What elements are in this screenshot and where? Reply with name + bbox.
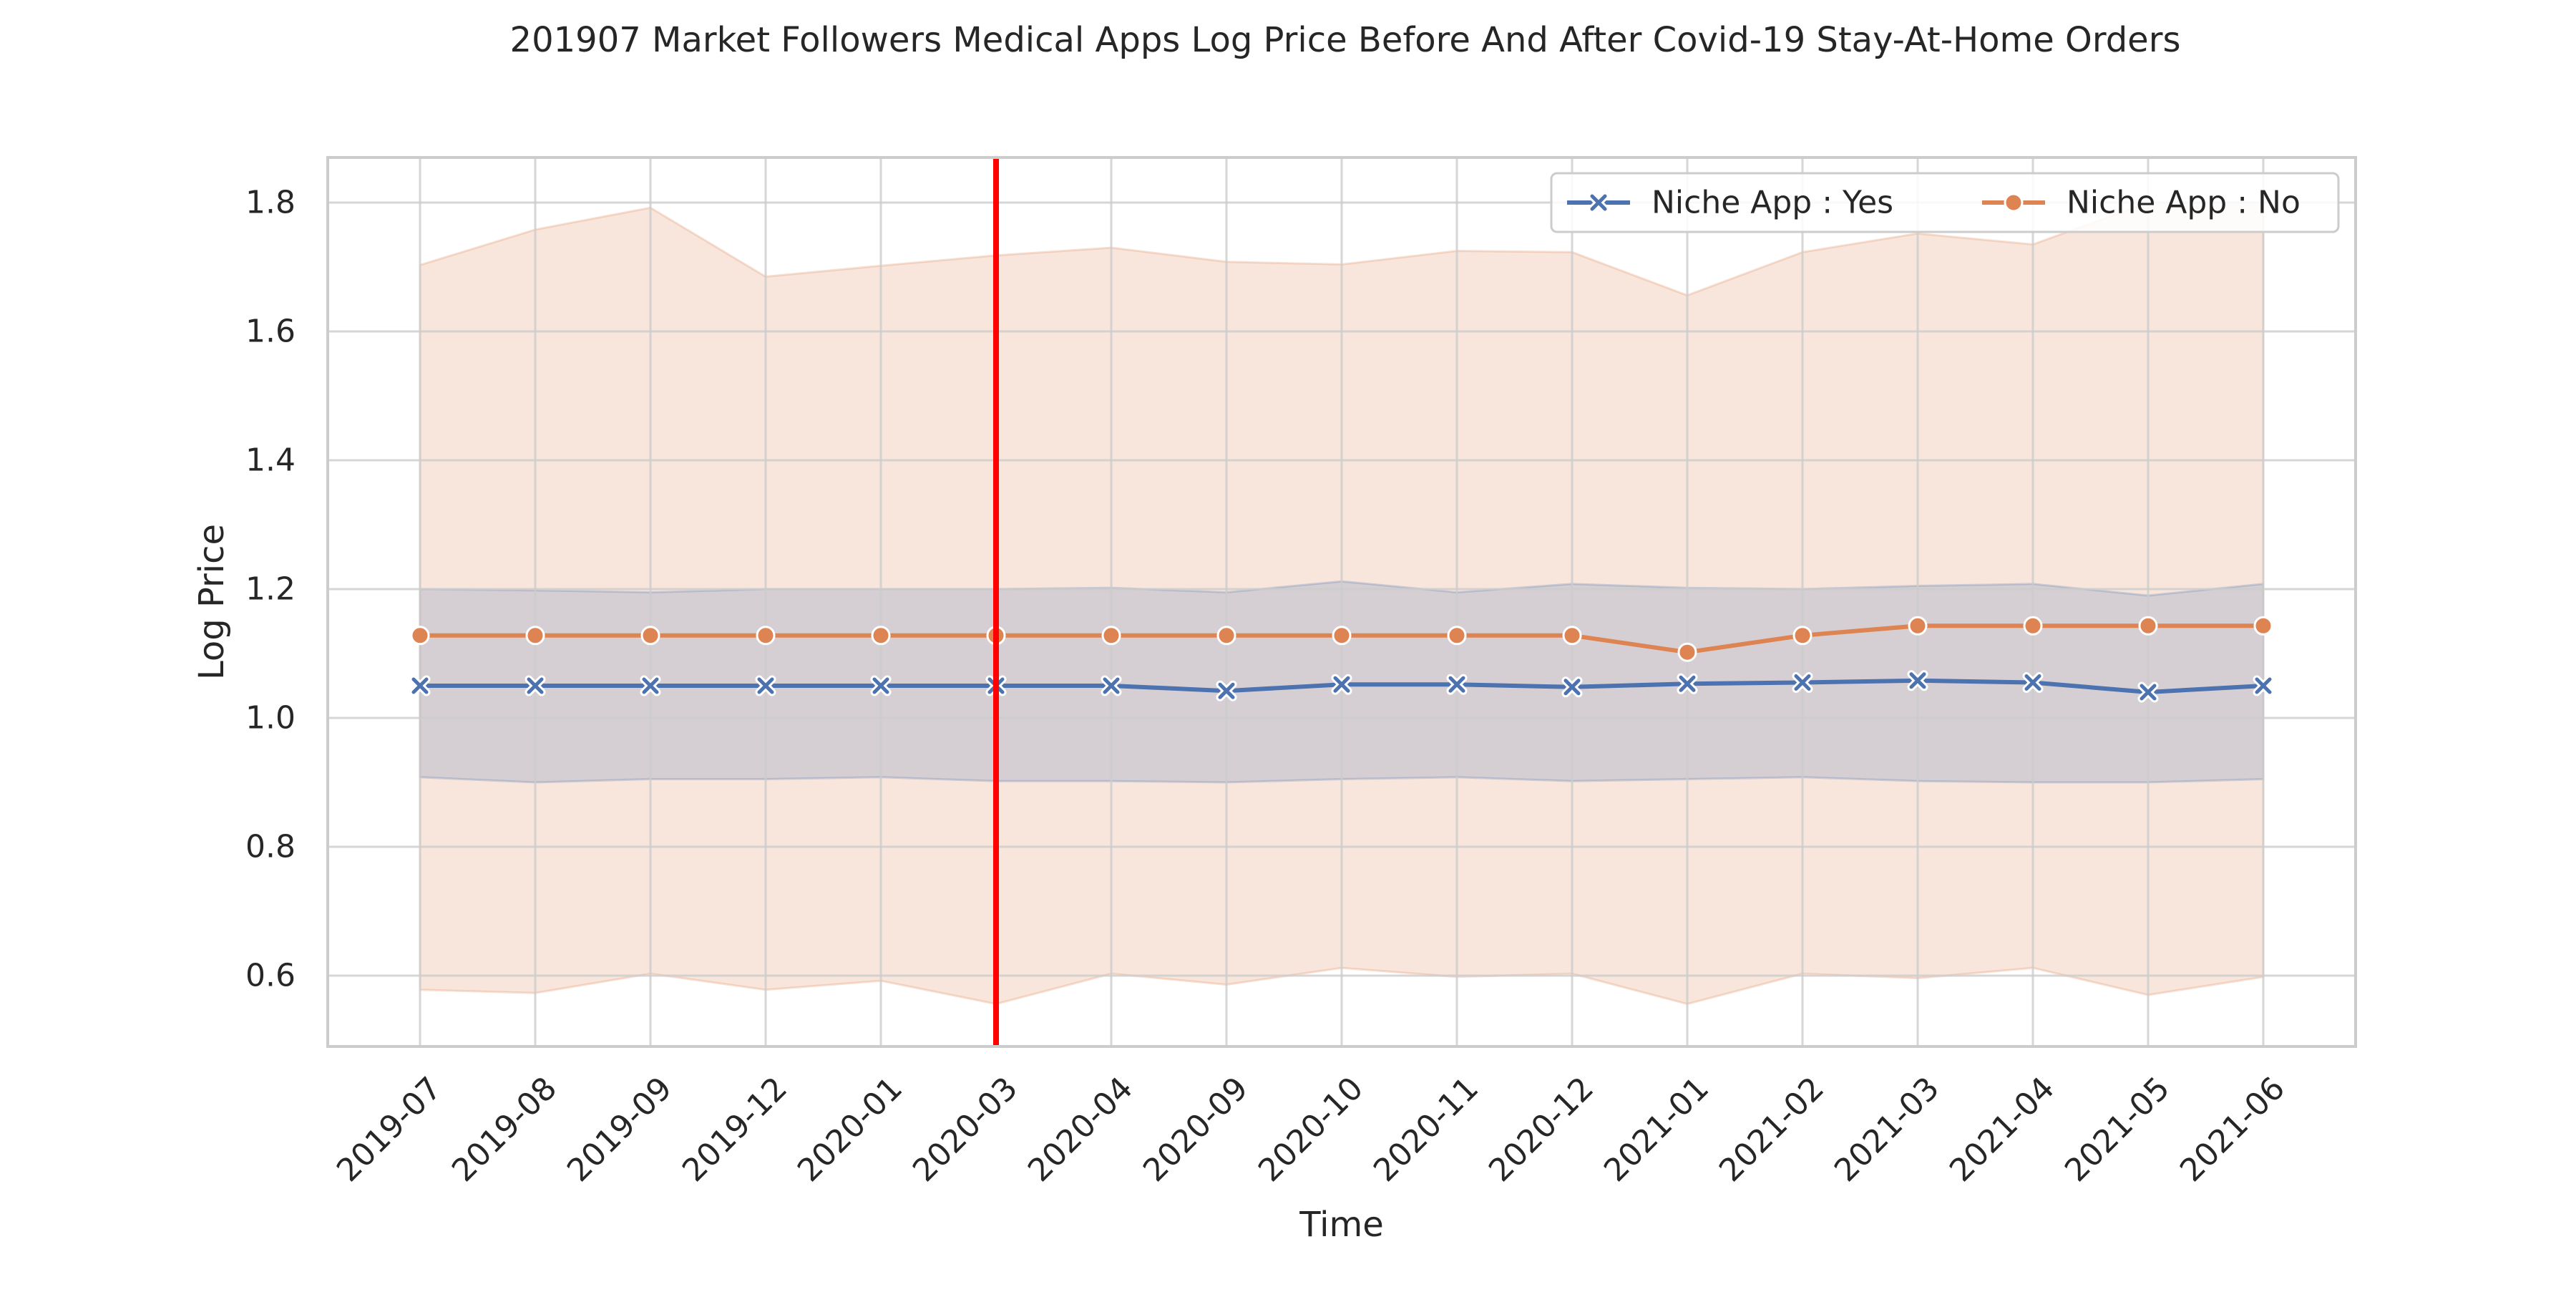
data-point-niche-no <box>2023 616 2043 636</box>
y-tick-label: 1.0 <box>245 700 296 737</box>
data-point-niche-no <box>2253 616 2273 636</box>
legend-item-niche-yes[interactable]: Niche App : Yes <box>1567 185 1893 221</box>
legend-marker-niche-yes <box>1588 192 1609 213</box>
data-point-niche-no <box>1332 626 1352 646</box>
data-point-niche-no <box>871 626 891 646</box>
data-point-niche-yes <box>1331 674 1352 695</box>
data-point-niche-yes <box>640 675 661 696</box>
plot-frame <box>326 156 2357 1048</box>
y-tick-label: 1.4 <box>245 442 296 479</box>
legend-marker-niche-no <box>2004 193 2024 213</box>
data-point-niche-no <box>1562 626 1582 646</box>
legend-label-niche-yes: Niche App : Yes <box>1652 185 1893 221</box>
legend-box <box>1550 172 2340 233</box>
data-point-niche-no <box>640 626 660 646</box>
data-point-niche-yes <box>1907 670 1928 691</box>
data-point-niche-yes <box>2137 681 2159 703</box>
series-markers <box>409 616 2274 703</box>
data-point-niche-no <box>756 626 776 646</box>
legend-item-niche-no[interactable]: Niche App : No <box>1982 185 2301 221</box>
data-point-niche-no <box>1447 626 1467 646</box>
data-point-niche-no <box>1677 642 1697 662</box>
data-point-niche-yes <box>409 675 431 696</box>
data-point-niche-no <box>410 626 430 646</box>
data-point-niche-yes <box>2253 675 2274 696</box>
data-point-niche-yes <box>1792 672 1813 693</box>
data-point-niche-yes <box>1561 676 1583 698</box>
y-tick-label: 1.6 <box>245 314 296 350</box>
data-point-niche-no <box>1908 616 1928 636</box>
y-tick-label: 0.8 <box>245 829 296 865</box>
y-tick-label: 1.2 <box>245 571 296 608</box>
y-axis-ticks: 0.6 0.8 1.0 1.2 1.4 1.6 1.8 <box>245 185 296 994</box>
data-point-niche-no <box>1792 626 1813 646</box>
data-point-niche-yes <box>755 675 776 696</box>
data-point-niche-yes <box>870 675 892 696</box>
data-point-niche-yes <box>525 675 546 696</box>
y-tick-label: 0.6 <box>245 958 296 994</box>
data-point-niche-no <box>2138 616 2158 636</box>
data-point-niche-yes <box>1446 674 1468 695</box>
legend-label-niche-no: Niche App : No <box>2067 185 2301 221</box>
y-tick-label: 1.8 <box>245 185 296 221</box>
data-point-niche-yes <box>1677 673 1698 694</box>
data-point-niche-yes <box>1101 675 1122 696</box>
data-point-niche-no <box>1101 626 1121 646</box>
data-point-niche-no <box>525 626 545 646</box>
data-point-niche-no <box>1216 626 1236 646</box>
data-point-niche-yes <box>2022 672 2044 693</box>
y-axis-label: Log Price <box>192 524 232 680</box>
x-axis-label: Time <box>1299 1205 1383 1245</box>
legend[interactable]: Niche App : Yes Niche App : No <box>1550 172 2340 233</box>
chart-title: 201907 Market Followers Medical Apps Log… <box>510 20 2181 60</box>
data-point-niche-yes <box>1216 680 1237 701</box>
